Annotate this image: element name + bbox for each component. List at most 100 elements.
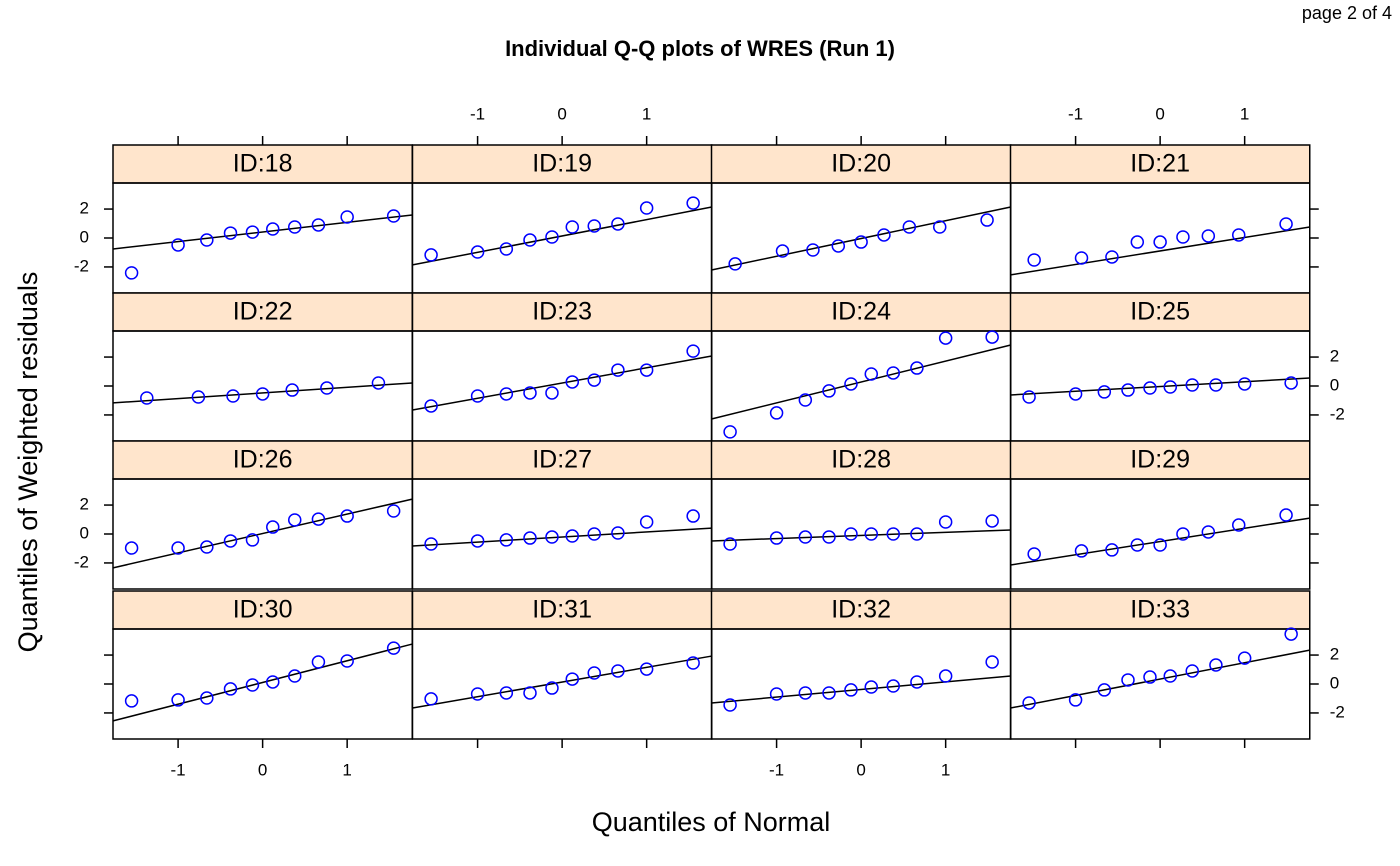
point bbox=[1027, 253, 1041, 267]
point bbox=[639, 662, 654, 676]
strip bbox=[112, 144, 413, 184]
x-tick-label: 1 bbox=[642, 104, 651, 123]
point bbox=[255, 387, 270, 401]
point bbox=[499, 387, 514, 401]
qq-line bbox=[1010, 649, 1310, 709]
qq-line bbox=[711, 206, 1011, 271]
point bbox=[985, 330, 999, 344]
point bbox=[686, 656, 700, 670]
point bbox=[1201, 229, 1216, 243]
point bbox=[1022, 390, 1036, 404]
point bbox=[287, 220, 302, 234]
y-tick-label: 2 bbox=[1330, 645, 1339, 664]
point bbox=[587, 666, 601, 680]
point bbox=[1163, 669, 1178, 683]
point bbox=[1237, 651, 1252, 665]
chart-title: Individual Q-Q plots of WRES (Run 1) bbox=[505, 36, 895, 61]
point bbox=[140, 391, 154, 405]
y-tick-label: -2 bbox=[74, 552, 89, 571]
point bbox=[191, 390, 206, 404]
point bbox=[910, 675, 924, 689]
point bbox=[723, 425, 737, 439]
point bbox=[775, 244, 790, 258]
point bbox=[938, 331, 953, 345]
point bbox=[854, 235, 868, 249]
point bbox=[822, 384, 836, 398]
qq-line bbox=[711, 344, 1011, 420]
point bbox=[723, 537, 737, 551]
point bbox=[1231, 518, 1246, 532]
y-tick-label: -2 bbox=[74, 256, 89, 275]
point bbox=[1185, 664, 1199, 678]
panel-frame bbox=[411, 628, 713, 740]
point bbox=[311, 218, 326, 232]
point bbox=[798, 393, 813, 407]
point bbox=[1097, 683, 1112, 697]
point bbox=[470, 534, 485, 548]
strip-label: ID:30 bbox=[233, 596, 293, 624]
strip bbox=[1009, 144, 1311, 184]
strip-label: ID:24 bbox=[831, 298, 891, 326]
panel-frame bbox=[112, 628, 413, 740]
point bbox=[769, 687, 784, 701]
point bbox=[587, 373, 601, 387]
point bbox=[470, 687, 485, 701]
panel-frame bbox=[411, 478, 713, 590]
strip bbox=[112, 440, 413, 480]
point bbox=[938, 669, 953, 683]
strip bbox=[710, 292, 1012, 332]
qq-line bbox=[1010, 517, 1310, 566]
point bbox=[1153, 235, 1167, 249]
point bbox=[565, 375, 580, 389]
point bbox=[1284, 376, 1298, 390]
point bbox=[1097, 385, 1112, 399]
strip-label: ID:28 bbox=[831, 446, 891, 474]
point bbox=[639, 201, 654, 215]
point bbox=[985, 655, 999, 669]
point bbox=[932, 220, 947, 234]
point bbox=[523, 233, 537, 247]
x-tick-label: 1 bbox=[342, 760, 351, 779]
point bbox=[424, 692, 438, 706]
point bbox=[266, 520, 280, 534]
qq-line bbox=[112, 382, 413, 404]
qq-line bbox=[412, 527, 712, 547]
point bbox=[1209, 658, 1223, 672]
point bbox=[769, 531, 784, 545]
point bbox=[886, 679, 900, 693]
point bbox=[886, 527, 900, 541]
point bbox=[985, 514, 999, 528]
strip-label: ID:31 bbox=[532, 596, 592, 624]
point bbox=[523, 531, 537, 545]
point bbox=[864, 527, 879, 541]
point bbox=[200, 233, 214, 247]
point bbox=[1121, 673, 1135, 687]
panel-frame bbox=[411, 330, 713, 442]
x-tick-label: -1 bbox=[171, 760, 186, 779]
point bbox=[523, 686, 537, 700]
strip-label: ID:21 bbox=[1130, 150, 1190, 178]
point bbox=[171, 541, 185, 555]
panel-frame bbox=[710, 478, 1012, 590]
point bbox=[340, 509, 354, 523]
point bbox=[1143, 670, 1157, 684]
point bbox=[798, 686, 813, 700]
panel-frame bbox=[1009, 182, 1311, 294]
point bbox=[902, 220, 917, 234]
point bbox=[1027, 547, 1041, 561]
x-tick-label: -1 bbox=[769, 760, 784, 779]
x-tick-label: 0 bbox=[557, 104, 566, 123]
point bbox=[864, 680, 879, 694]
strip bbox=[411, 590, 713, 630]
point bbox=[386, 641, 401, 655]
point bbox=[886, 366, 900, 380]
point bbox=[287, 513, 302, 527]
point bbox=[565, 672, 580, 686]
strip bbox=[411, 144, 713, 184]
point bbox=[424, 248, 438, 262]
point bbox=[245, 533, 260, 547]
point bbox=[1185, 378, 1199, 392]
point bbox=[798, 530, 813, 544]
strip-label: ID:27 bbox=[532, 446, 592, 474]
